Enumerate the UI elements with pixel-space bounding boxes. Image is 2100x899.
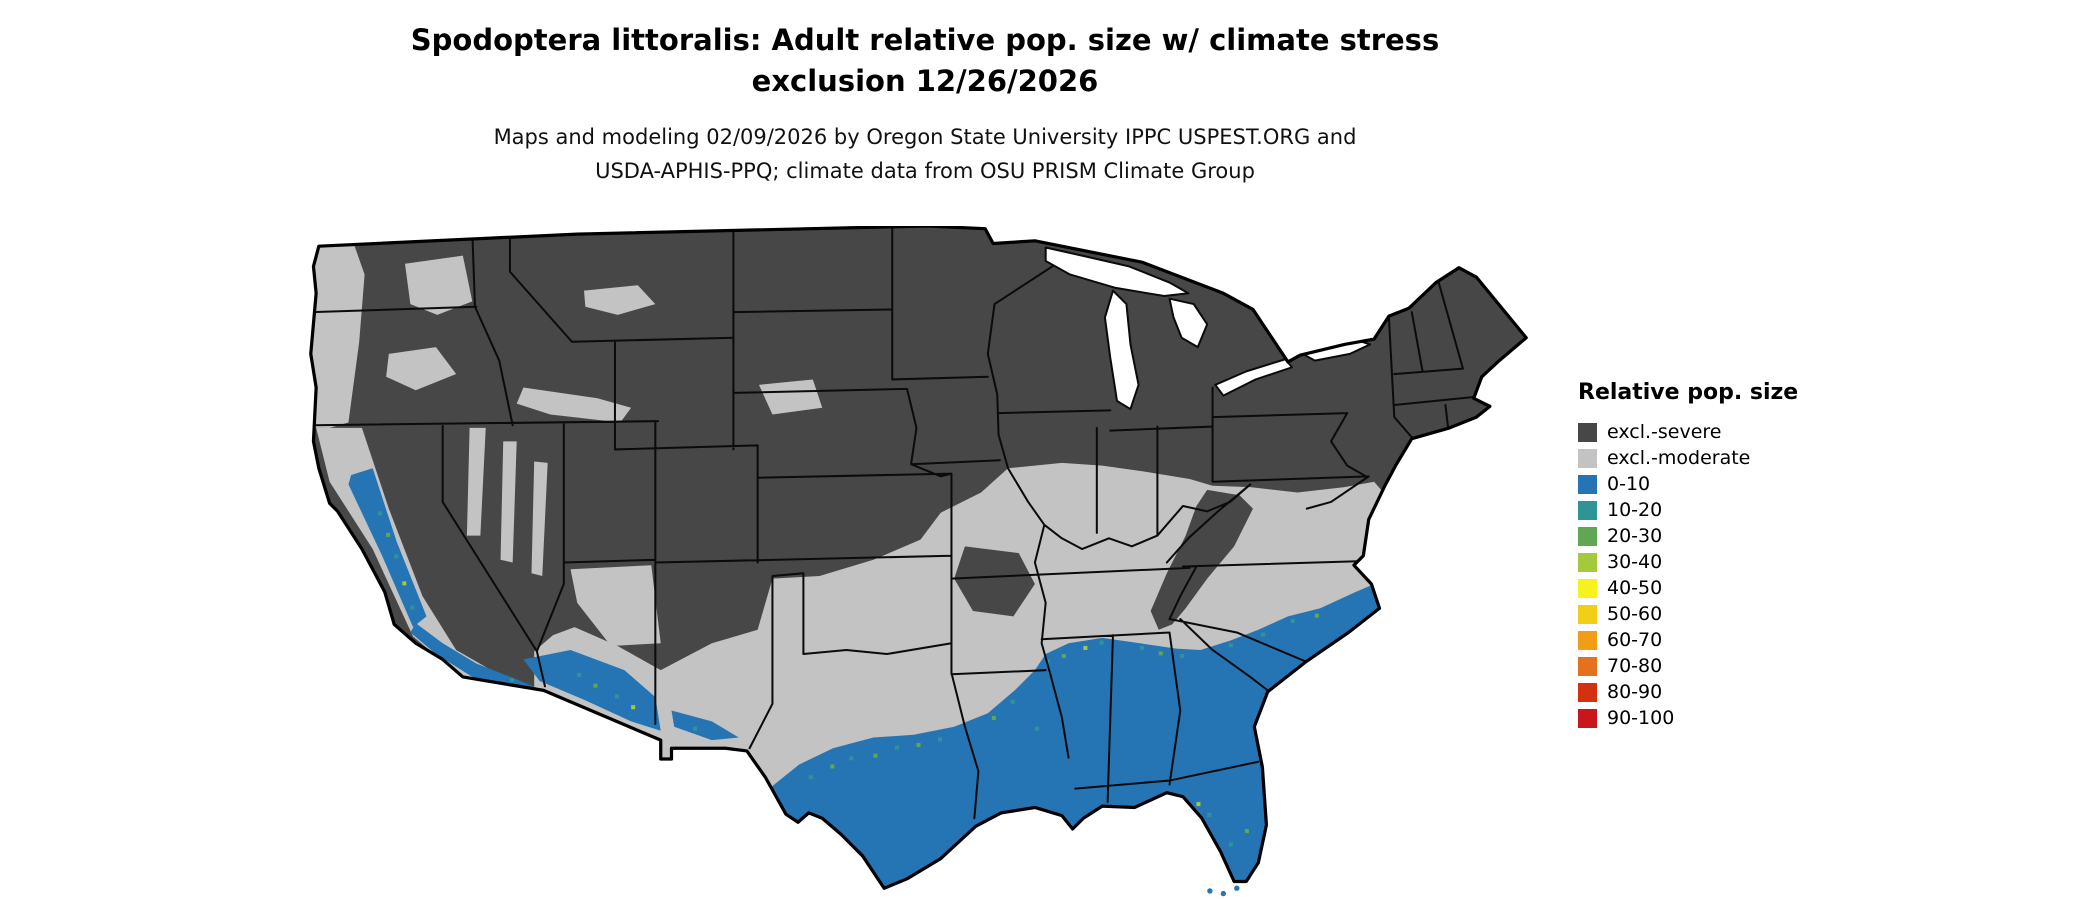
legend-swatch: [1578, 552, 1597, 572]
legend-swatch: [1578, 448, 1597, 468]
legend-item: excl.-severe: [1578, 419, 1798, 445]
legend-swatch: [1578, 708, 1597, 728]
legend-label: 40-50: [1607, 576, 1663, 599]
lake-michigan: [1103, 289, 1140, 411]
legend-items: excl.-severe excl.-moderate 0-10 10-20 20-30…: [1578, 419, 1798, 731]
severe-overlay-region: [954, 489, 1253, 630]
low-population-region: [348, 468, 1388, 889]
legend-label: 90-100: [1607, 706, 1675, 729]
map-title-line2: exclusion 12/26/2026: [751, 64, 1099, 98]
legend-item: 10-20: [1578, 497, 1798, 523]
lake-superior: [1044, 246, 1190, 298]
lake-huron: [1168, 297, 1209, 349]
lake-erie: [1214, 358, 1294, 397]
legend-label: 50-60: [1607, 602, 1663, 625]
legend-swatch: [1578, 526, 1597, 546]
legend-item: 70-80: [1578, 653, 1798, 679]
legend-swatch: [1578, 474, 1597, 494]
legend-item: 90-100: [1578, 705, 1798, 731]
legend-label: 70-80: [1607, 654, 1663, 677]
legend: Relative pop. size excl.-severe excl.-mod…: [1578, 380, 1798, 731]
legend-label: 80-90: [1607, 680, 1663, 703]
legend-swatch: [1578, 500, 1597, 520]
legend-item: 30-40: [1578, 549, 1798, 575]
legend-item: 40-50: [1578, 575, 1798, 601]
state-borders: [311, 227, 1475, 820]
legend-item: 0-10: [1578, 471, 1798, 497]
map-subtitle-line1: Maps and modeling 02/09/2026 by Oregon S…: [493, 125, 1357, 149]
map-title-line1: Spodoptera littoralis: Adult relative po…: [410, 23, 1440, 57]
legend-title: Relative pop. size: [1578, 380, 1799, 405]
map-title: Spodoptera littoralis: Adult relative po…: [0, 20, 1850, 102]
legend-swatch: [1578, 422, 1597, 442]
legend-swatch: [1578, 656, 1597, 676]
legend-swatch: [1578, 630, 1597, 650]
legend-label: 10-20: [1607, 498, 1663, 521]
florida-keys: [1207, 885, 1240, 897]
legend-item: 20-30: [1578, 523, 1798, 549]
legend-label: excl.-moderate: [1607, 446, 1751, 469]
legend-label: 0-10: [1607, 472, 1651, 495]
legend-item: 50-60: [1578, 601, 1798, 627]
map-subtitle-line2: USDA-APHIS-PPQ; climate data from OSU PR…: [595, 159, 1255, 183]
conus-map-svg: [309, 226, 1528, 897]
legend-label: 20-30: [1607, 524, 1663, 547]
great-lakes: [1044, 246, 1372, 411]
legend-label: 60-70: [1607, 628, 1663, 651]
legend-swatch: [1578, 682, 1597, 702]
legend-item: excl.-moderate: [1578, 445, 1798, 471]
legend-item: 60-70: [1578, 627, 1798, 653]
legend-label: 30-40: [1607, 550, 1663, 573]
conus-outline: [309, 226, 1528, 890]
legend-item: 80-90: [1578, 679, 1798, 705]
legend-label: excl.-severe: [1607, 420, 1722, 443]
legend-swatch: [1578, 604, 1597, 624]
us-map: [308, 226, 1533, 899]
legend-swatch: [1578, 578, 1597, 598]
map-subtitle: Maps and modeling 02/09/2026 by Oregon S…: [0, 120, 1850, 188]
